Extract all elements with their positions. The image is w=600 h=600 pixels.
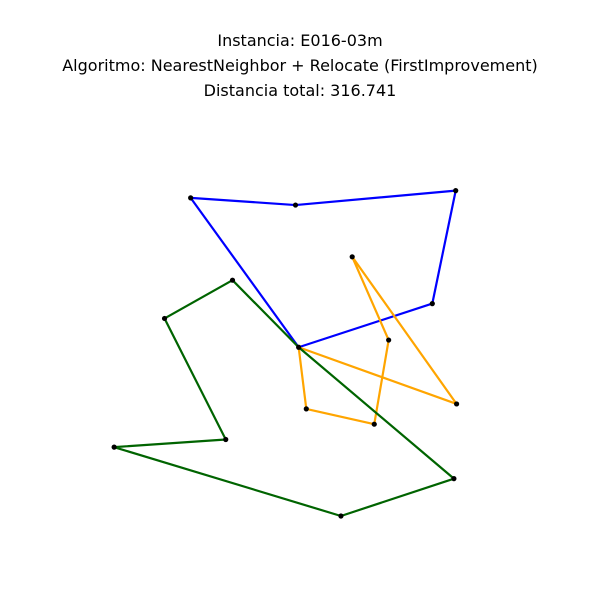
route-3-customer-3 (223, 436, 229, 443)
route-2-customer-4 (349, 254, 355, 260)
route-1-customer-2 (292, 202, 299, 208)
route-3-segment-3 (163, 317, 227, 441)
route-2-segment-6 (297, 346, 458, 406)
route-2-segment-3 (373, 338, 390, 426)
route-3-segment-4 (113, 438, 227, 449)
routes-layer (113, 189, 458, 518)
route-2-segment-2 (305, 407, 376, 426)
route-1-segment-1 (189, 196, 300, 349)
route-3-segment-7 (297, 346, 455, 480)
route-3-segment-6 (339, 477, 455, 518)
route-1-segment-5 (297, 302, 434, 349)
route-1-customer-3 (453, 188, 459, 194)
title-algorithm: Algoritmo: NearestNeighbor + Relocate (F… (62, 56, 538, 75)
chart-title: Instancia: E016-03m Algoritmo: NearestNe… (0, 28, 600, 103)
route-3-segment-1 (231, 279, 300, 349)
route-1-segment-2 (189, 196, 297, 207)
route-2-customer-2 (371, 421, 377, 427)
route-3-customer-4 (111, 444, 117, 450)
route-2-segment-5 (351, 255, 458, 406)
route-2-segment-4 (351, 255, 390, 342)
route-3-customer-6 (451, 476, 457, 482)
route-1-customer-1 (188, 195, 194, 201)
route-1-segment-4 (431, 189, 457, 305)
route-2-customer-5 (454, 401, 460, 407)
title-total-distance: Distancia total: 316.741 (203, 81, 397, 100)
route-1-customer-4 (429, 301, 435, 307)
route-1-segment-3 (294, 189, 457, 207)
route-2-customer-1 (303, 406, 309, 412)
route-3-customer-1 (229, 277, 236, 283)
route-3-segment-2 (163, 279, 234, 320)
route-3-customer-2 (161, 315, 168, 322)
route-2-segment-1 (297, 346, 308, 410)
title-instance: Instancia: E016-03m (217, 31, 383, 50)
route-3-customer-5 (338, 513, 344, 519)
depot-point (296, 344, 302, 350)
route-3-segment-5 (113, 446, 343, 518)
route-2-customer-3 (386, 337, 392, 343)
points-layer (111, 188, 460, 519)
